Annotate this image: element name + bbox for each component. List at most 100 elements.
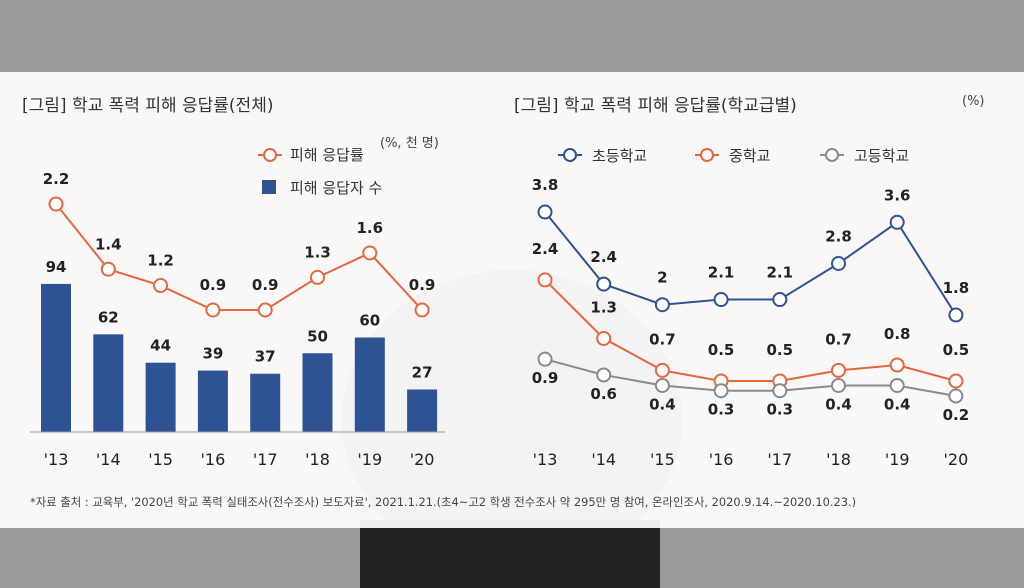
series-1-point-7 — [948, 373, 964, 389]
rate-label-2: 1.2 — [147, 252, 174, 270]
chart-panel — [0, 72, 1024, 528]
rate-label-1: 1.4 — [95, 235, 122, 253]
series-0-point-0 — [537, 204, 553, 220]
legend-line-marker — [263, 148, 277, 162]
series-1-label-4: 0.5 — [767, 341, 794, 359]
series-2-label-2: 0.4 — [649, 395, 676, 413]
bar-label-2: 44 — [150, 337, 171, 355]
bar-label-1: 62 — [98, 308, 119, 326]
legend-label-1: 중학교 — [729, 147, 770, 165]
legend-bar-label: 피해 응답자 수 — [290, 179, 382, 197]
bar-label-0: 94 — [46, 258, 67, 276]
rate-point-4 — [257, 302, 273, 318]
bar-label-4: 37 — [255, 348, 276, 366]
rate-point-2 — [153, 278, 169, 294]
left-chart-title: [그림] 학교 폭력 피해 응답률(전체) — [22, 96, 274, 116]
right-xtick-6: '19 — [885, 450, 910, 469]
series-2-point-2 — [654, 377, 670, 393]
left-xtick-7: '20 — [410, 450, 435, 469]
right-xtick-0: '13 — [533, 450, 558, 469]
bar-label-3: 39 — [202, 345, 223, 363]
series-2-point-4 — [772, 383, 788, 399]
series-line-0 — [544, 211, 957, 316]
left-xtick-0: '13 — [44, 450, 69, 469]
rate-point-1 — [100, 261, 116, 277]
series-0-point-4 — [772, 292, 788, 308]
left-xtick-6: '19 — [357, 450, 382, 469]
series-1-label-3: 0.5 — [708, 341, 735, 359]
bar-0 — [41, 283, 71, 432]
series-1-point-6 — [889, 357, 905, 373]
series-0-point-3 — [713, 292, 729, 308]
series-0-point-7 — [948, 307, 964, 323]
rate-label-0: 2.2 — [43, 170, 70, 188]
series-2-label-3: 0.3 — [708, 401, 735, 419]
series-2-label-4: 0.3 — [767, 401, 794, 419]
series-2-point-0 — [537, 351, 553, 367]
series-2-label-1: 0.6 — [590, 385, 617, 403]
rate-point-0 — [48, 196, 64, 212]
rate-label-7: 0.9 — [409, 276, 436, 294]
bar-4 — [250, 373, 281, 432]
left-xtick-2: '15 — [148, 450, 173, 469]
series-2-label-6: 0.4 — [884, 395, 911, 413]
series-line-1 — [544, 279, 957, 382]
bar-2 — [145, 362, 176, 432]
bar-1 — [93, 334, 124, 432]
legend-label-0: 초등학교 — [592, 147, 647, 165]
left-xtick-5: '18 — [305, 450, 330, 469]
bar-3 — [197, 370, 228, 432]
series-1-label-7: 0.5 — [943, 341, 970, 359]
bar-7 — [407, 389, 438, 432]
series-1-label-2: 0.7 — [649, 330, 676, 348]
series-0-label-6: 3.6 — [884, 186, 911, 204]
rate-point-3 — [205, 302, 221, 318]
series-2-point-6 — [889, 377, 905, 393]
right-chart-title: [그림] 학교 폭력 피해 응답률(학교급별) — [514, 96, 797, 116]
rate-line — [55, 203, 423, 311]
bar-label-6: 60 — [359, 312, 380, 330]
legend-bar-swatch — [262, 180, 276, 194]
right-chart-unit: (%) — [962, 94, 985, 109]
rate-point-7 — [414, 302, 430, 318]
right-xtick-5: '18 — [826, 450, 851, 469]
series-0-label-3: 2.1 — [708, 264, 735, 282]
left-chart-unit: (%, 천 명) — [380, 136, 439, 151]
rate-point-5 — [310, 269, 325, 285]
series-1-point-5 — [831, 362, 846, 378]
legend-line-label: 피해 응답률 — [290, 146, 364, 164]
series-0-label-0: 3.8 — [532, 176, 559, 194]
legend-marker-2 — [825, 148, 839, 162]
legend-marker-1 — [700, 148, 714, 162]
series-0-point-1 — [596, 276, 612, 292]
series-2-label-7: 0.2 — [943, 406, 970, 424]
right-xtick-7: '20 — [944, 450, 969, 469]
series-0-label-1: 2.4 — [590, 248, 617, 266]
series-2-point-5 — [831, 377, 846, 393]
left-xtick-4: '17 — [253, 450, 278, 469]
bar-label-7: 27 — [412, 363, 433, 381]
series-1-label-6: 0.8 — [884, 325, 911, 343]
right-xtick-3: '16 — [709, 450, 734, 469]
series-1-label-5: 0.7 — [825, 330, 852, 348]
legend-marker-0 — [563, 148, 577, 162]
series-2-label-0: 0.9 — [532, 369, 559, 387]
bar-5 — [302, 353, 333, 432]
series-1-point-0 — [537, 272, 553, 288]
right-xtick-1: '14 — [591, 450, 616, 469]
series-1-label-1: 1.3 — [590, 298, 617, 316]
bar-6 — [354, 337, 385, 432]
series-1-point-2 — [654, 362, 670, 378]
legend-label-2: 고등학교 — [854, 147, 909, 165]
right-xtick-2: '15 — [650, 450, 675, 469]
series-0-label-5: 2.8 — [825, 228, 852, 246]
series-0-label-2: 2 — [657, 269, 667, 287]
rate-point-6 — [362, 245, 378, 261]
series-0-point-6 — [889, 214, 905, 230]
series-2-label-5: 0.4 — [825, 395, 852, 413]
bar-label-5: 50 — [307, 327, 328, 345]
left-xtick-1: '14 — [96, 450, 121, 469]
series-0-point-2 — [654, 297, 670, 313]
rate-label-3: 0.9 — [200, 276, 227, 294]
